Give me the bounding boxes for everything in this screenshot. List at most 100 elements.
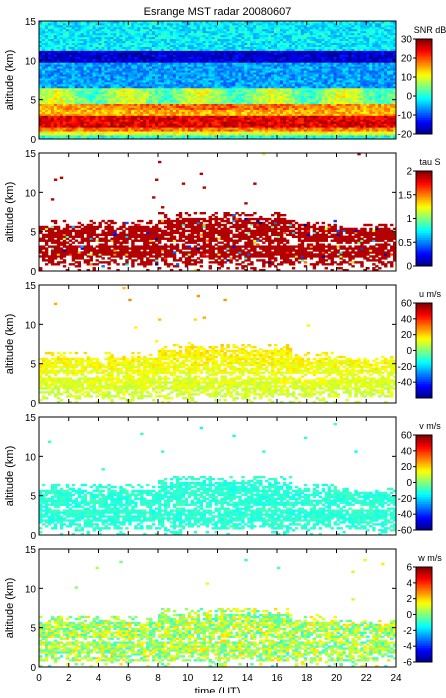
heatmap-cell: [62, 80, 67, 83]
heatmap-cell: [125, 62, 129, 65]
heatmap-cell: [131, 52, 135, 55]
heatmap-cell: [211, 28, 215, 32]
heatmap-cell: [113, 26, 117, 30]
heatmap-cell: [101, 50, 105, 53]
heatmap-cell: [262, 123, 266, 126]
heatmap-cell: [160, 99, 165, 103]
heatmap-cell: [250, 44, 254, 47]
heatmap-cell: [68, 81, 73, 85]
heatmap-cell: [116, 22, 120, 26]
heatmap-cell: [56, 34, 61, 38]
heatmap-cell: [74, 22, 79, 26]
heatmap-cell: [256, 93, 260, 97]
heatmap-cell: [229, 32, 233, 36]
heatmap-cell: [122, 58, 126, 61]
heatmap-cell: [250, 54, 254, 57]
heatmap-cell: [256, 123, 260, 126]
heatmap-cell: [202, 38, 207, 42]
heatmap-cell: [101, 127, 105, 130]
heatmap-cell: [140, 93, 144, 97]
heatmap-cell: [98, 80, 102, 83]
heatmap-cell: [279, 22, 284, 26]
heatmap-cell: [160, 28, 165, 32]
heatmap-cell: [279, 38, 284, 42]
heatmap-cell: [199, 56, 204, 59]
heatmap-cell: [113, 56, 117, 59]
heatmap-cell: [146, 64, 150, 67]
heatmap-cell: [196, 117, 201, 120]
heatmap-cell: [279, 111, 284, 114]
heatmap-cell: [241, 103, 245, 106]
heatmap-cell: [53, 46, 58, 49]
heatmap-cell: [71, 123, 76, 126]
heatmap-cell: [110, 81, 114, 85]
heatmap-cell: [163, 127, 168, 130]
heatmap-cell: [62, 70, 67, 73]
heatmap-cell: [205, 44, 209, 47]
heatmap-cell: [140, 95, 144, 99]
heatmap-cell: [95, 107, 99, 110]
heatmap-cell: [155, 85, 159, 89]
heatmap-cell: [39, 44, 43, 47]
heatmap-cell: [134, 127, 138, 130]
heatmap-cell: [44, 123, 49, 126]
heatmap-cell: [205, 28, 209, 32]
heatmap-cell: [199, 66, 204, 69]
heatmap-cell: [143, 26, 147, 30]
heatmap-cell: [205, 38, 209, 42]
heatmap-cell: [158, 81, 162, 85]
heatmap-cell: [208, 68, 212, 71]
heatmap-cell: [160, 119, 165, 122]
heatmap-cell: [214, 68, 218, 71]
heatmap-cell: [238, 81, 242, 85]
heatmap-cell: [259, 109, 263, 112]
heatmap-cell: [137, 137, 141, 140]
heatmap-cell: [158, 54, 162, 57]
heatmap-cell: [262, 72, 266, 75]
heatmap-cell: [41, 38, 46, 42]
heatmap-cell: [190, 28, 195, 32]
heatmap-cell: [199, 135, 204, 138]
heatmap-cell: [175, 119, 180, 122]
heatmap-cell: [199, 133, 204, 136]
heatmap-cell: [113, 24, 117, 28]
heatmap-cell: [107, 70, 111, 73]
heatmap-cell: [205, 127, 209, 130]
heatmap-cell: [155, 121, 159, 124]
heatmap-cell: [50, 89, 55, 93]
heatmap-cell: [146, 125, 150, 128]
heatmap-cell: [169, 24, 174, 28]
heatmap-cell: [160, 93, 165, 97]
heatmap-cell: [110, 89, 114, 93]
heatmap-cell: [152, 44, 156, 47]
heatmap-cell: [244, 24, 248, 28]
heatmap-cell: [160, 109, 165, 112]
heatmap-cell: [163, 81, 168, 85]
heatmap-cell: [187, 123, 192, 126]
heatmap-cell: [235, 78, 239, 81]
heatmap-cell: [282, 30, 287, 34]
heatmap-cell: [235, 21, 239, 24]
heatmap-cell: [172, 117, 177, 120]
heatmap-cell: [134, 76, 138, 79]
heatmap-cell: [53, 115, 58, 118]
heatmap-cell: [199, 36, 204, 40]
heatmap-cell: [128, 95, 132, 99]
heatmap-cell: [271, 83, 275, 87]
heatmap-cell: [166, 135, 171, 138]
heatmap-cell: [39, 30, 43, 34]
heatmap-cell: [83, 21, 88, 24]
heatmap-cell: [268, 26, 272, 30]
heatmap-cell: [205, 123, 209, 126]
heatmap-cell: [265, 99, 269, 103]
heatmap-cell: [98, 42, 102, 45]
heatmap-cell: [175, 72, 180, 75]
heatmap-cell: [279, 89, 284, 93]
heatmap-cell: [50, 80, 55, 83]
heatmap-cell: [158, 64, 162, 67]
heatmap-cell: [155, 56, 159, 59]
heatmap-cell: [98, 72, 102, 75]
heatmap-cell: [80, 111, 85, 114]
heatmap-cell: [250, 109, 254, 112]
heatmap-cell: [149, 133, 153, 136]
